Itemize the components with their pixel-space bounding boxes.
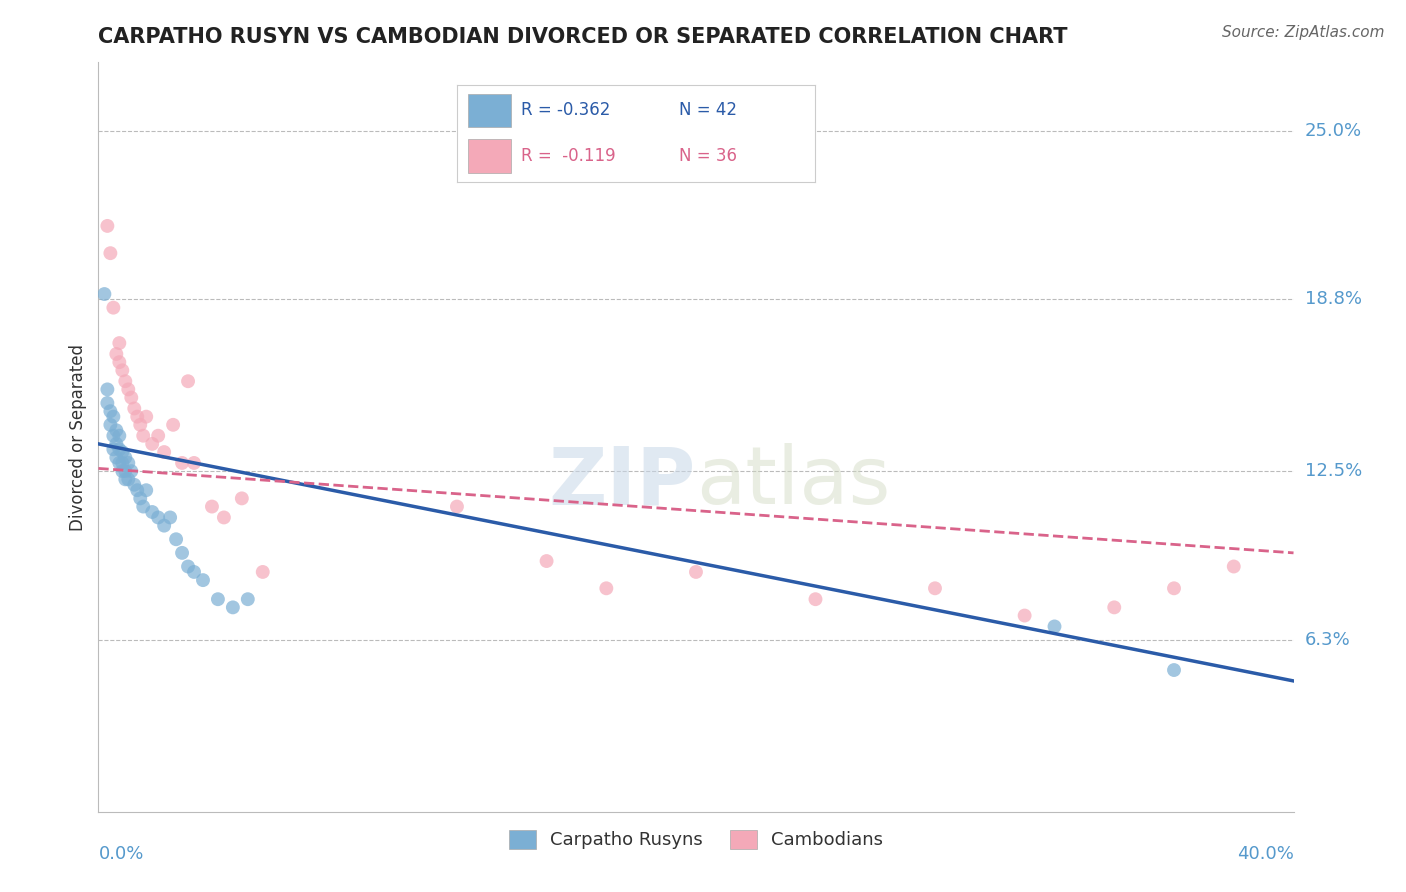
- Point: [108, 456, 131, 470]
- Point: [177, 559, 200, 574]
- Point: [108, 428, 131, 442]
- Point: [127, 409, 149, 424]
- Point: [117, 383, 139, 397]
- Point: [108, 355, 131, 369]
- Point: [114, 450, 136, 465]
- Point: [96, 219, 118, 233]
- Text: 25.0%: 25.0%: [1305, 121, 1362, 139]
- Text: 18.8%: 18.8%: [1305, 291, 1361, 309]
- Point: [120, 391, 142, 405]
- Point: [252, 565, 274, 579]
- Text: 0.0%: 0.0%: [98, 846, 143, 863]
- Point: [108, 442, 131, 457]
- Point: [1163, 663, 1185, 677]
- Point: [105, 347, 128, 361]
- Point: [105, 423, 128, 437]
- Point: [132, 428, 155, 442]
- Point: [129, 417, 152, 432]
- Point: [111, 456, 134, 470]
- Point: [114, 464, 136, 478]
- Point: [124, 401, 146, 416]
- Point: [141, 505, 163, 519]
- Text: atlas: atlas: [696, 443, 890, 521]
- Point: [117, 472, 139, 486]
- Point: [153, 445, 176, 459]
- Point: [114, 472, 136, 486]
- Point: [162, 417, 184, 432]
- Point: [172, 546, 194, 560]
- Point: [924, 582, 946, 596]
- Point: [120, 464, 142, 478]
- Point: [446, 500, 468, 514]
- Point: [96, 396, 118, 410]
- Point: [103, 442, 125, 457]
- Point: [105, 450, 128, 465]
- Text: Source: ZipAtlas.com: Source: ZipAtlas.com: [1222, 25, 1385, 40]
- Text: 6.3%: 6.3%: [1305, 631, 1350, 649]
- Point: [103, 428, 125, 442]
- Point: [129, 491, 152, 506]
- Legend: Carpatho Rusyns, Cambodians: Carpatho Rusyns, Cambodians: [502, 822, 890, 856]
- Point: [111, 445, 134, 459]
- Point: [98, 417, 122, 432]
- Point: [148, 428, 170, 442]
- Point: [114, 374, 136, 388]
- Point: [177, 374, 200, 388]
- Point: [207, 592, 229, 607]
- Point: [1104, 600, 1126, 615]
- Point: [103, 409, 125, 424]
- Point: [127, 483, 149, 498]
- Point: [1014, 608, 1036, 623]
- Point: [141, 437, 163, 451]
- Point: [93, 287, 115, 301]
- Point: [222, 600, 245, 615]
- Point: [148, 510, 170, 524]
- Point: [172, 456, 194, 470]
- Text: 12.5%: 12.5%: [1305, 462, 1362, 480]
- Point: [98, 404, 122, 418]
- Point: [595, 582, 617, 596]
- Point: [183, 565, 205, 579]
- Point: [111, 363, 134, 377]
- Point: [96, 383, 118, 397]
- Point: [124, 477, 146, 491]
- Text: ZIP: ZIP: [548, 443, 696, 521]
- Point: [212, 510, 235, 524]
- Point: [1223, 559, 1246, 574]
- Point: [183, 456, 205, 470]
- Point: [98, 246, 122, 260]
- Point: [201, 500, 224, 514]
- Point: [103, 301, 125, 315]
- Point: [231, 491, 253, 506]
- Point: [804, 592, 827, 607]
- Text: CARPATHO RUSYN VS CAMBODIAN DIVORCED OR SEPARATED CORRELATION CHART: CARPATHO RUSYN VS CAMBODIAN DIVORCED OR …: [98, 27, 1069, 47]
- Point: [153, 518, 176, 533]
- Point: [105, 437, 128, 451]
- Text: 40.0%: 40.0%: [1237, 846, 1294, 863]
- Point: [191, 573, 214, 587]
- Point: [111, 464, 134, 478]
- Point: [135, 483, 157, 498]
- Point: [165, 533, 187, 547]
- Point: [236, 592, 259, 607]
- Point: [108, 336, 131, 351]
- Point: [536, 554, 558, 568]
- Point: [159, 510, 181, 524]
- Point: [132, 500, 155, 514]
- Point: [685, 565, 707, 579]
- Y-axis label: Divorced or Separated: Divorced or Separated: [69, 343, 87, 531]
- Point: [135, 409, 157, 424]
- Point: [1163, 582, 1185, 596]
- Point: [1043, 619, 1066, 633]
- Point: [117, 456, 139, 470]
